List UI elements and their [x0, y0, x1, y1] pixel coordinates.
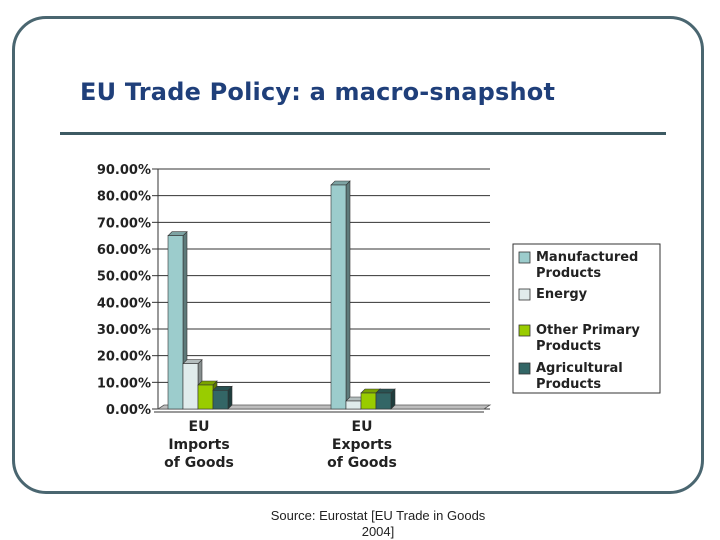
slide-frame	[12, 16, 704, 494]
legend-swatch	[518, 251, 531, 264]
y-tick-label: 10.00%	[97, 376, 151, 391]
x-category-label: of Goods	[164, 455, 234, 471]
x-category-label: of Goods	[327, 455, 397, 471]
slide-title: EU Trade Policy: a macro-snapshot	[80, 78, 556, 106]
y-tick-label: 50.00%	[97, 270, 151, 285]
y-tick-label: 90.00%	[97, 163, 151, 178]
bar	[197, 384, 214, 410]
legend-swatch	[518, 362, 531, 375]
y-tick-label: 30.00%	[97, 323, 151, 338]
bar	[167, 235, 184, 410]
legend-label: Energy	[536, 287, 588, 302]
x-category-label: Imports	[168, 437, 229, 453]
legend-label: Other Primary	[536, 323, 640, 338]
y-tick-label: 0.00%	[106, 403, 151, 418]
legend-box	[512, 243, 661, 394]
bar-side	[345, 180, 351, 410]
bar	[375, 392, 392, 410]
bar	[345, 400, 362, 410]
bar	[182, 363, 199, 410]
legend-swatch	[518, 288, 531, 301]
y-tick-label: 80.00%	[97, 190, 151, 205]
legend-label: Manufactured	[536, 250, 638, 265]
y-tick-label: 40.00%	[97, 296, 151, 311]
legend-label: Products	[536, 339, 601, 354]
x-category-label: Exports	[332, 437, 392, 453]
x-category-label: EU	[189, 419, 210, 435]
legend-label: Products	[536, 377, 601, 392]
legend-swatch	[518, 324, 531, 337]
bar	[212, 390, 229, 410]
y-tick-label: 20.00%	[97, 350, 151, 365]
legend-label: Products	[536, 266, 601, 281]
bar	[360, 392, 377, 410]
source-note: Source: Eurostat [EU Trade in Goods 2004…	[270, 508, 486, 539]
title-divider	[60, 132, 666, 135]
legend-label: Agricultural	[536, 361, 623, 376]
y-tick-label: 70.00%	[97, 216, 151, 231]
x-category-label: EU	[352, 419, 373, 435]
y-tick-label: 60.00%	[97, 243, 151, 258]
bar	[330, 184, 347, 410]
